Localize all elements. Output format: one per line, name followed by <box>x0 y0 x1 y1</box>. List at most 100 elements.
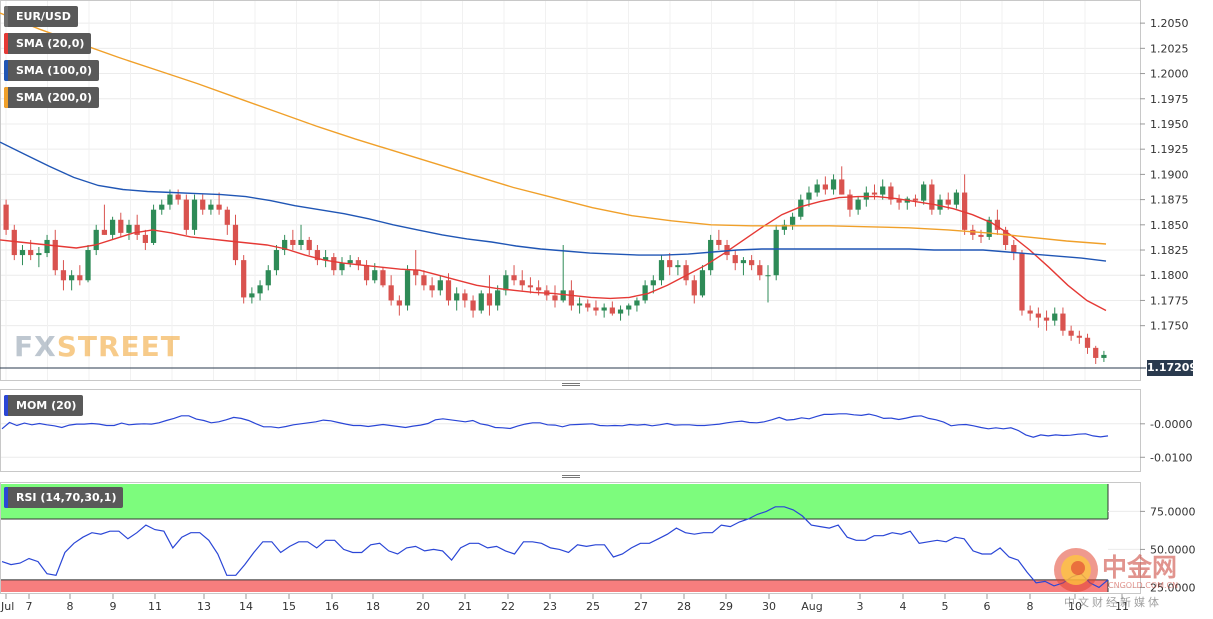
candle <box>1002 226 1009 251</box>
legend-sma100-badge[interactable]: SMA (100,0) <box>4 60 100 81</box>
candle <box>642 280 648 304</box>
candle-body <box>921 184 927 201</box>
candle-body <box>560 290 566 301</box>
y-tick-label: 1.1775 <box>1150 294 1189 307</box>
x-tick-label: 20 <box>416 600 430 613</box>
candle <box>404 265 411 311</box>
candle-body <box>716 239 722 245</box>
sma100-line <box>0 141 1107 262</box>
candle-body <box>265 270 271 286</box>
x-tick-label: 25 <box>586 600 600 613</box>
candle <box>650 275 656 294</box>
candle-body <box>249 293 255 298</box>
candle-body <box>1035 313 1041 318</box>
candle-body <box>593 307 599 311</box>
candle <box>101 204 108 235</box>
candle-body <box>306 239 312 251</box>
candle <box>601 303 607 318</box>
candle <box>822 176 828 195</box>
legend-rsi-label: RSI (14,70,30,1) <box>16 491 117 504</box>
candle <box>52 229 58 276</box>
candle-body <box>724 244 730 256</box>
candle-body <box>962 192 968 230</box>
legend-sma20-badge[interactable]: SMA (20,0) <box>4 33 92 54</box>
candle <box>126 219 132 240</box>
cngold-watermark-url: CNGOLD.COM.CN <box>1108 581 1179 590</box>
candle-body <box>109 219 116 235</box>
fxstreet-watermark-street: STREET <box>56 330 181 363</box>
legend-symbol-label: EUR/USD <box>16 10 71 23</box>
y-tick-label: 1.1950 <box>1150 118 1189 131</box>
legend-mom-label: MOM (20) <box>16 399 77 412</box>
candle-body <box>126 224 132 233</box>
candle-body <box>789 216 796 225</box>
candle <box>265 265 271 291</box>
candle-body <box>404 270 411 306</box>
rsi-y-tick-label: 50.0000 <box>1150 543 1196 556</box>
candle-body <box>413 270 419 276</box>
candle <box>175 189 181 205</box>
candle <box>576 297 583 314</box>
candle <box>929 179 935 215</box>
candle <box>298 224 304 251</box>
candle-body <box>757 265 763 276</box>
candle-body <box>380 270 386 286</box>
candle-body <box>1027 310 1033 314</box>
candle-body <box>421 275 427 286</box>
candle-body <box>880 186 886 195</box>
candle-body <box>855 199 861 210</box>
candle <box>740 257 747 276</box>
candle <box>626 303 632 316</box>
candle-body <box>339 263 345 271</box>
candle <box>781 219 788 235</box>
candle <box>396 295 402 316</box>
candle-body <box>798 199 804 217</box>
splitter-handle-bottom[interactable] <box>560 474 582 480</box>
candle <box>306 236 312 256</box>
candle <box>708 234 714 276</box>
legend-sma200-badge[interactable]: SMA (200,0) <box>4 87 100 108</box>
rsi-y-axis: 75.0000 50.0000 25.0000 <box>1108 505 1196 594</box>
legend-symbol-badge[interactable]: EUR/USD <box>4 6 78 27</box>
candle <box>241 255 247 304</box>
mom-line <box>1 413 1109 438</box>
candle <box>912 194 919 207</box>
x-tick-label: 14 <box>239 600 253 613</box>
candle <box>921 181 927 205</box>
cngold-watermark-title: 中金网 <box>1102 553 1178 582</box>
candle <box>159 199 165 215</box>
candle <box>191 194 198 235</box>
candle-body <box>617 309 624 314</box>
candle-body <box>396 300 402 306</box>
candle <box>454 287 460 311</box>
candle <box>421 270 427 291</box>
fxstreet-watermark-fx: FX <box>14 330 57 363</box>
rsi-overbought-zone <box>1 484 1108 519</box>
candle-body <box>429 285 435 291</box>
candle <box>855 196 861 215</box>
candle-body <box>626 305 632 310</box>
candle-body <box>708 239 714 271</box>
candle <box>273 244 280 276</box>
candle-body <box>527 285 534 288</box>
candle <box>749 255 755 271</box>
candle-body <box>740 260 747 264</box>
candle-body <box>814 184 820 193</box>
candle-body <box>314 250 321 261</box>
splitter-handle-top[interactable] <box>560 382 582 388</box>
candle <box>593 300 599 316</box>
candle <box>691 275 697 304</box>
candle <box>1043 310 1050 331</box>
candle <box>134 214 140 240</box>
candle-body <box>1076 335 1082 338</box>
candle-body <box>175 194 181 200</box>
candle-body <box>683 265 689 281</box>
candle-body <box>806 192 812 200</box>
legend-sma20-label: SMA (20,0) <box>16 37 85 50</box>
candle-body <box>486 293 493 306</box>
legend-rsi-badge[interactable]: RSI (14,70,30,1) <box>4 487 124 508</box>
legend-mom-badge[interactable]: MOM (20) <box>4 395 84 416</box>
y-tick-label: 1.1825 <box>1150 244 1189 257</box>
candle <box>290 229 296 251</box>
candle <box>232 214 239 266</box>
